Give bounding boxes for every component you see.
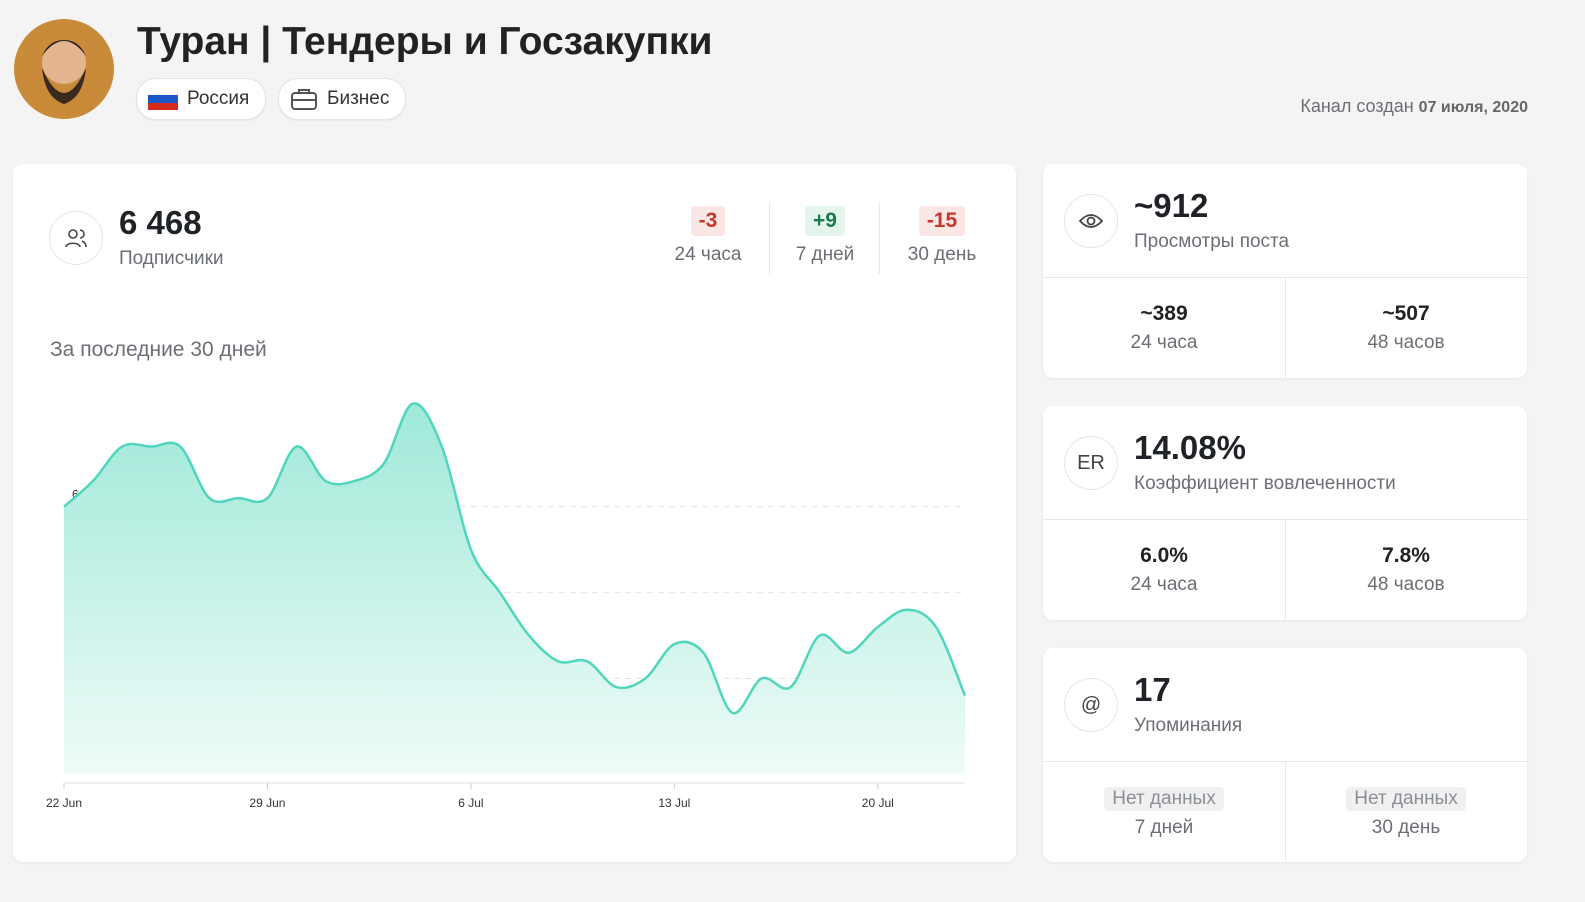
breakdown-text: 6.0%: [1140, 544, 1188, 567]
briefcase-icon: [291, 89, 317, 110]
breakdown-value: Нет данных: [1285, 786, 1527, 811]
change-label: 30 день: [907, 244, 977, 265]
avatar: [14, 19, 114, 119]
divider: [879, 202, 880, 274]
subscribers-value: 6 468: [119, 204, 202, 241]
breakdown-text: ~389: [1140, 302, 1188, 325]
breakdown-label: 48 часов: [1367, 332, 1445, 353]
breakdown-value: 7.8%: [1285, 544, 1527, 568]
metric-breakdown: 6.0% 24 часа: [1043, 544, 1285, 596]
breakdown-label: 24 часа: [1130, 574, 1198, 595]
breakdown-text: 7.8%: [1382, 544, 1430, 567]
eye-glyph: [1079, 214, 1103, 228]
flag-icon: [148, 88, 178, 110]
change-label: 7 дней: [795, 244, 855, 265]
divider: [1285, 277, 1286, 378]
breakdown-text: ~507: [1382, 302, 1430, 325]
breakdown-value: 6.0%: [1043, 544, 1285, 568]
users-icon: [49, 211, 103, 265]
metric-label: Упоминания: [1134, 715, 1243, 736]
breakdown-label: 30 день: [1371, 817, 1441, 838]
area-fill: [64, 403, 965, 773]
metric-breakdown: Нет данных 30 день: [1285, 786, 1527, 839]
breakdown-value: ~507: [1285, 302, 1527, 326]
metric-breakdown: ~507 48 часов: [1285, 302, 1527, 354]
breakdown-value: Нет данных: [1043, 786, 1285, 811]
breakdown-label: 7 дней: [1134, 817, 1194, 838]
metric-icon: [1064, 194, 1118, 248]
tag-label: Бизнес: [327, 88, 390, 109]
line: [63, 402, 967, 715]
created-info: Канал создан 07 июля, 2020: [1300, 96, 1528, 117]
subscribers-label: Подписчики: [119, 248, 224, 269]
x-tick-label: 22 Jun: [46, 796, 82, 810]
change-value: -15: [918, 206, 966, 236]
change-value: +9: [805, 206, 845, 236]
metric-label: Просмотры поста: [1134, 231, 1290, 252]
breakdown-text: Нет данных: [1346, 787, 1466, 811]
change-label: 24 часа: [674, 244, 742, 265]
change: -3 24 часа: [658, 206, 758, 266]
metric-label: Коэффициент вовлеченности: [1134, 473, 1396, 494]
breakdown-label: 24 часа: [1130, 332, 1198, 353]
divider: [1285, 761, 1286, 862]
metric-icon: ER: [1064, 436, 1118, 490]
divider: [1285, 519, 1286, 620]
users-glyph: [65, 229, 87, 248]
change: +9 7 дней: [775, 206, 875, 266]
x-tick-label: 13 Jul: [658, 796, 690, 810]
created-date: 07 июля, 2020: [1418, 99, 1528, 116]
metric-card: ER 14.08% Коэффициент вовлеченности 6.0% 24 …: [1043, 406, 1527, 620]
metric-value: ~912: [1134, 187, 1209, 224]
divider: [769, 202, 770, 274]
channel-title: Туран | Тендеры и Госзакупки: [137, 20, 713, 63]
breakdown-text: Нет данных: [1104, 787, 1224, 811]
metric-value: 14.08%: [1134, 429, 1246, 466]
metric-card: ~912 Просмотры поста ~389 24 часа ~507 48 час…: [1043, 164, 1527, 378]
chart-subtitle: За последние 30 дней: [50, 338, 267, 361]
tag[interactable]: Бизнес: [278, 78, 406, 120]
x-tick-label: 29 Jun: [249, 796, 285, 810]
change-value: -3: [690, 206, 726, 236]
metric-breakdown: 7.8% 48 часов: [1285, 544, 1527, 596]
x-tick-label: 6 Jul: [458, 796, 483, 810]
tag[interactable]: Россия: [136, 78, 266, 120]
metric-breakdown: ~389 24 часа: [1043, 302, 1285, 354]
change: -15 30 день: [892, 206, 992, 266]
tag-label: Россия: [187, 88, 250, 109]
metric-icon: @: [1064, 678, 1118, 732]
x-tick-label: 20 Jul: [862, 796, 894, 810]
breakdown-value: ~389: [1043, 302, 1285, 326]
metric-value: 17: [1134, 671, 1171, 708]
breakdown-label: 48 часов: [1367, 574, 1445, 595]
created-label: Канал создан: [1300, 96, 1414, 116]
metric-breakdown: Нет данных 7 дней: [1043, 786, 1285, 839]
metric-card: @17 Упоминания Нет данных 7 дней Нет данных 3…: [1043, 648, 1527, 862]
